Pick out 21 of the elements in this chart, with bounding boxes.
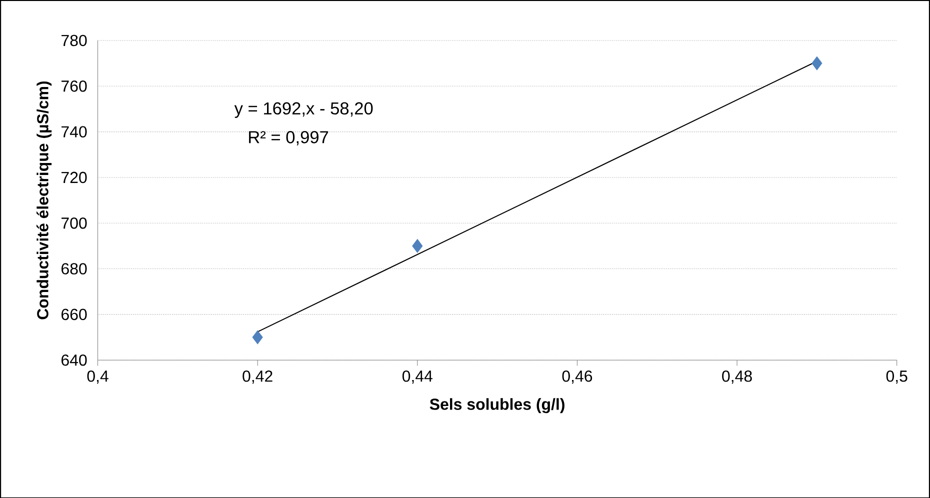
y-tick-label: 720 bbox=[62, 172, 87, 183]
annotation: R² = 0,997 bbox=[249, 130, 328, 146]
point bbox=[252, 330, 263, 344]
y-tick-label: 680 bbox=[62, 262, 87, 274]
x-tick-label: 0,42 bbox=[242, 370, 272, 384]
x-tick-label: 0,44 bbox=[402, 370, 432, 384]
point bbox=[412, 238, 423, 253]
y-tick-label: 660 bbox=[62, 308, 87, 320]
x-axis-title: Sels solubles (g/l) bbox=[430, 398, 564, 413]
y-axis-title: Conductivité électrique (µS/cm) bbox=[36, 81, 52, 320]
point bbox=[812, 56, 822, 70]
y-tick-label: 780 bbox=[62, 34, 87, 46]
y-tick-label: 760 bbox=[62, 80, 87, 92]
x-tick-label: 0,5 bbox=[886, 370, 908, 384]
x-tick-label: 0,46 bbox=[562, 370, 592, 384]
y-tick-label: 640 bbox=[62, 354, 87, 366]
annotation: y = 1692,x - 58,20 bbox=[234, 102, 373, 118]
x-tick-label: 0,48 bbox=[722, 370, 752, 384]
y-tick-label: 700 bbox=[62, 217, 87, 229]
x-tick-label: 0,4 bbox=[87, 370, 108, 384]
y-tick-label: 740 bbox=[62, 126, 87, 138]
